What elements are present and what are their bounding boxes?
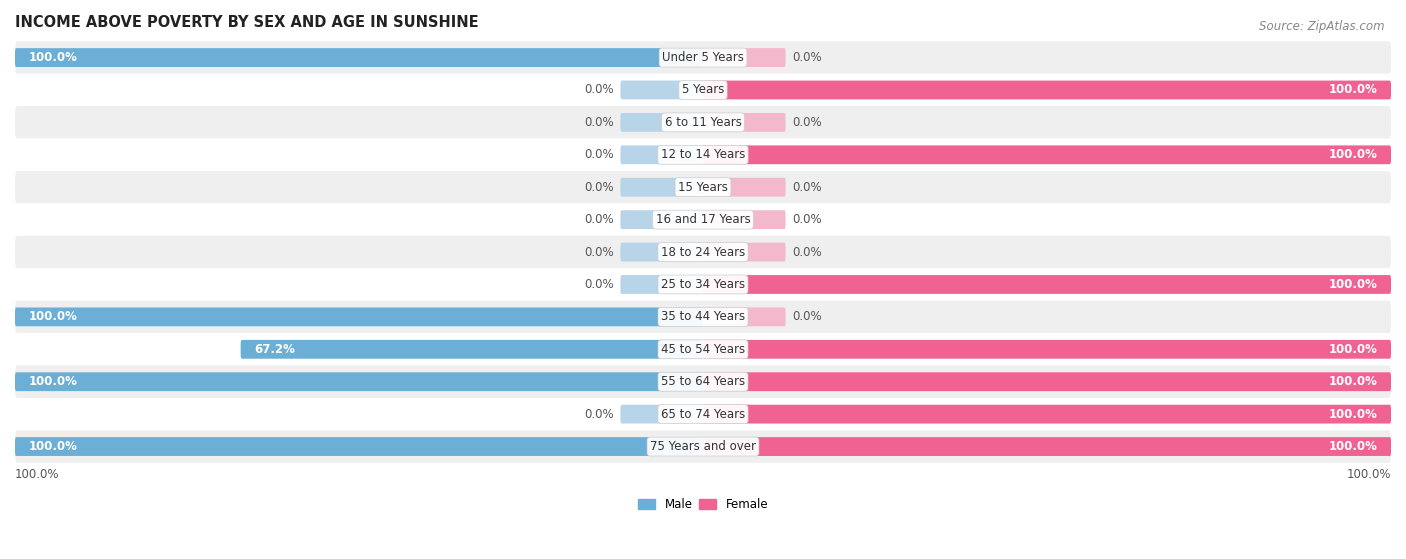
Text: 100.0%: 100.0% <box>1347 468 1391 481</box>
Text: 67.2%: 67.2% <box>254 343 295 356</box>
FancyBboxPatch shape <box>15 171 1391 203</box>
FancyBboxPatch shape <box>15 41 1391 74</box>
Text: 100.0%: 100.0% <box>1329 343 1378 356</box>
FancyBboxPatch shape <box>703 372 1391 391</box>
FancyBboxPatch shape <box>620 210 703 229</box>
FancyBboxPatch shape <box>15 106 1391 139</box>
FancyBboxPatch shape <box>703 113 786 132</box>
FancyBboxPatch shape <box>703 307 786 326</box>
FancyBboxPatch shape <box>15 307 703 326</box>
FancyBboxPatch shape <box>15 437 703 456</box>
FancyBboxPatch shape <box>620 80 703 100</box>
Text: 0.0%: 0.0% <box>793 213 823 226</box>
FancyBboxPatch shape <box>620 178 703 197</box>
FancyBboxPatch shape <box>620 275 703 294</box>
Text: 65 to 74 Years: 65 to 74 Years <box>661 408 745 420</box>
FancyBboxPatch shape <box>703 437 1391 456</box>
Text: Source: ZipAtlas.com: Source: ZipAtlas.com <box>1260 20 1385 32</box>
FancyBboxPatch shape <box>703 210 786 229</box>
Text: INCOME ABOVE POVERTY BY SEX AND AGE IN SUNSHINE: INCOME ABOVE POVERTY BY SEX AND AGE IN S… <box>15 15 478 30</box>
Text: 100.0%: 100.0% <box>1329 375 1378 388</box>
Text: Under 5 Years: Under 5 Years <box>662 51 744 64</box>
FancyBboxPatch shape <box>703 340 1391 359</box>
Text: 100.0%: 100.0% <box>28 375 77 388</box>
Legend: Male, Female: Male, Female <box>633 493 773 516</box>
Text: 0.0%: 0.0% <box>793 51 823 64</box>
FancyBboxPatch shape <box>620 405 703 424</box>
FancyBboxPatch shape <box>620 243 703 262</box>
FancyBboxPatch shape <box>15 203 1391 236</box>
Text: 25 to 34 Years: 25 to 34 Years <box>661 278 745 291</box>
FancyBboxPatch shape <box>15 74 1391 106</box>
Text: 0.0%: 0.0% <box>583 213 613 226</box>
Text: 45 to 54 Years: 45 to 54 Years <box>661 343 745 356</box>
FancyBboxPatch shape <box>703 178 786 197</box>
Text: 100.0%: 100.0% <box>1329 408 1378 420</box>
FancyBboxPatch shape <box>15 430 1391 463</box>
FancyBboxPatch shape <box>620 113 703 132</box>
Text: 12 to 14 Years: 12 to 14 Years <box>661 148 745 162</box>
Text: 0.0%: 0.0% <box>793 245 823 259</box>
FancyBboxPatch shape <box>15 301 1391 333</box>
Text: 6 to 11 Years: 6 to 11 Years <box>665 116 741 129</box>
Text: 100.0%: 100.0% <box>1329 83 1378 97</box>
FancyBboxPatch shape <box>15 366 1391 398</box>
Text: 75 Years and over: 75 Years and over <box>650 440 756 453</box>
Text: 18 to 24 Years: 18 to 24 Years <box>661 245 745 259</box>
Text: 16 and 17 Years: 16 and 17 Years <box>655 213 751 226</box>
Text: 0.0%: 0.0% <box>583 148 613 162</box>
FancyBboxPatch shape <box>703 243 786 262</box>
Text: 55 to 64 Years: 55 to 64 Years <box>661 375 745 388</box>
Text: 100.0%: 100.0% <box>1329 278 1378 291</box>
Text: 100.0%: 100.0% <box>1329 440 1378 453</box>
Text: 0.0%: 0.0% <box>583 278 613 291</box>
Text: 0.0%: 0.0% <box>793 181 823 194</box>
Text: 0.0%: 0.0% <box>583 116 613 129</box>
FancyBboxPatch shape <box>15 48 703 67</box>
Text: 0.0%: 0.0% <box>583 245 613 259</box>
Text: 5 Years: 5 Years <box>682 83 724 97</box>
FancyBboxPatch shape <box>15 372 703 391</box>
FancyBboxPatch shape <box>15 236 1391 268</box>
Text: 100.0%: 100.0% <box>28 51 77 64</box>
FancyBboxPatch shape <box>15 139 1391 171</box>
Text: 0.0%: 0.0% <box>793 116 823 129</box>
FancyBboxPatch shape <box>703 48 786 67</box>
Text: 35 to 44 Years: 35 to 44 Years <box>661 310 745 324</box>
FancyBboxPatch shape <box>620 145 703 164</box>
FancyBboxPatch shape <box>15 333 1391 366</box>
FancyBboxPatch shape <box>703 145 1391 164</box>
Text: 100.0%: 100.0% <box>15 468 59 481</box>
FancyBboxPatch shape <box>703 80 1391 100</box>
Text: 0.0%: 0.0% <box>583 181 613 194</box>
FancyBboxPatch shape <box>703 405 1391 424</box>
Text: 15 Years: 15 Years <box>678 181 728 194</box>
Text: 100.0%: 100.0% <box>28 440 77 453</box>
FancyBboxPatch shape <box>703 275 1391 294</box>
Text: 100.0%: 100.0% <box>1329 148 1378 162</box>
FancyBboxPatch shape <box>15 398 1391 430</box>
Text: 100.0%: 100.0% <box>28 310 77 324</box>
FancyBboxPatch shape <box>240 340 703 359</box>
Text: 0.0%: 0.0% <box>583 408 613 420</box>
Text: 0.0%: 0.0% <box>793 310 823 324</box>
FancyBboxPatch shape <box>15 268 1391 301</box>
Text: 0.0%: 0.0% <box>583 83 613 97</box>
